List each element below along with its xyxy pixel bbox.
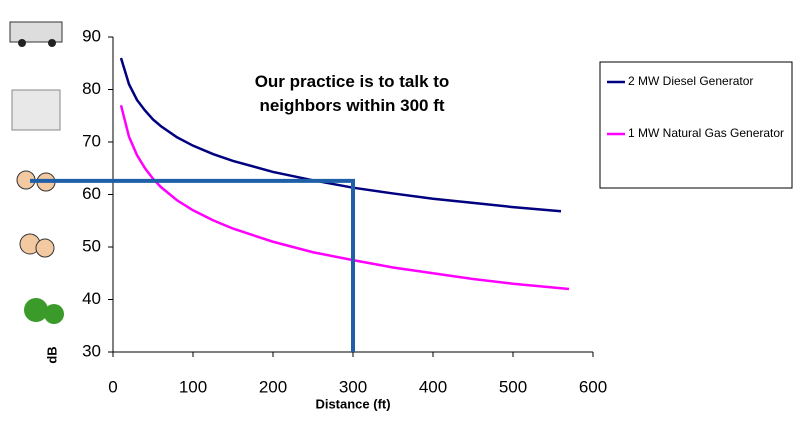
truck-wheel <box>48 39 56 47</box>
series-line <box>121 105 569 289</box>
chart: dB Distance (ft) 30 40 50 60 70 80 90 0 100 200 30… <box>0 0 793 439</box>
whisper-icon <box>36 239 54 257</box>
x-tick-label: 100 <box>179 377 207 396</box>
x-tick-label: 300 <box>339 377 367 396</box>
y-tick-label: 90 <box>82 26 101 45</box>
x-tick-label: 400 <box>419 377 447 396</box>
x-tick-label: 600 <box>579 377 607 396</box>
y-tick-label: 80 <box>82 79 101 98</box>
legend-label[interactable]: 2 MW Diesel Generator <box>628 74 753 88</box>
tree-icon <box>24 298 48 322</box>
annotation-line: Our practice is to talk to <box>255 72 450 91</box>
x-tick-label: 500 <box>499 377 527 396</box>
y-tick-label: 60 <box>82 184 101 203</box>
y-axis-label: dB <box>44 346 59 363</box>
y-tick-label: 30 <box>82 341 101 360</box>
annotation-line: neighbors within 300 ft <box>259 96 444 115</box>
y-tick-label: 40 <box>82 289 101 308</box>
truck-wheel <box>18 39 26 47</box>
x-axis-label: Distance (ft) <box>315 396 390 411</box>
icons <box>10 22 64 324</box>
y-tick-label: 70 <box>82 131 101 150</box>
truck-icon <box>10 22 62 42</box>
x-tick-label: 0 <box>108 377 117 396</box>
x-tick-label: 200 <box>259 377 287 396</box>
y-tick-label: 50 <box>82 236 101 255</box>
ac-icon <box>12 90 60 130</box>
tree-icon <box>44 304 64 324</box>
legend-label[interactable]: 1 MW Natural Gas Generator <box>628 126 784 140</box>
